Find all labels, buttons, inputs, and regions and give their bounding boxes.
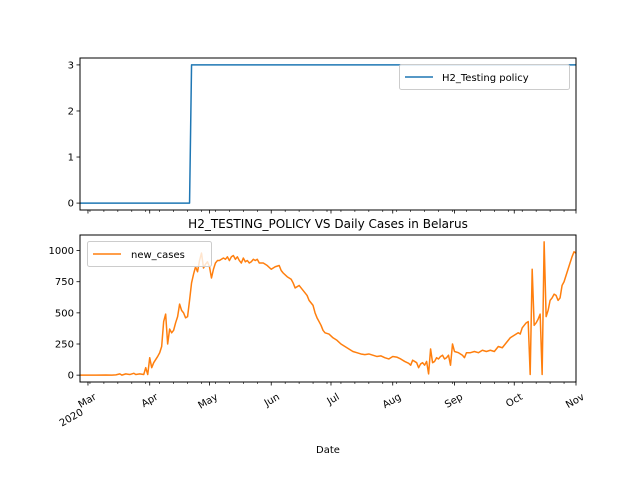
new-cases-legend-box: [87, 241, 212, 267]
new-cases-y-tick-label: 0: [68, 371, 74, 382]
x-axis-label: Date: [316, 445, 340, 456]
testing-policy-y-axis: 0 1 2 3: [68, 60, 80, 210]
new-cases-y-axis: 0 250 500 750 1000: [49, 246, 80, 382]
testing-policy-legend-label: H2_Testing policy: [442, 73, 529, 84]
testing-policy-y-tick-label: 1: [68, 153, 74, 164]
testing-policy-y-tick-label: 0: [68, 199, 74, 210]
new-cases-y-tick-label: 250: [55, 340, 74, 351]
new-cases-series-line: [80, 241, 577, 376]
testing-policy-legend-box: [399, 64, 570, 90]
testing-policy-series-line: [80, 64, 576, 204]
new-cases-legend: new_cases: [87, 241, 212, 267]
chart-title: H2_TESTING_POLICY VS Daily Cases in Bela…: [188, 217, 468, 231]
testing-policy-legend: H2_Testing policy: [399, 64, 570, 90]
new-cases-plot-area: [80, 241, 577, 376]
testing-policy-panel: 0 1 2 3 H2_Testing policy: [68, 57, 577, 214]
new-cases-y-tick-label: 1000: [49, 246, 74, 257]
new-cases-axes-frame: [79, 234, 577, 383]
testing-policy-y-tick-label: 2: [68, 106, 74, 117]
new-cases-y-tick-label: 750: [55, 277, 74, 288]
new-cases-y-tick-label: 500: [55, 308, 74, 319]
new-cases-legend-label: new_cases: [131, 250, 185, 261]
testing-policy-axes-frame: [79, 57, 577, 211]
testing-policy-y-tick-label: 3: [68, 60, 74, 71]
testing-policy-plot-area: [80, 64, 576, 204]
